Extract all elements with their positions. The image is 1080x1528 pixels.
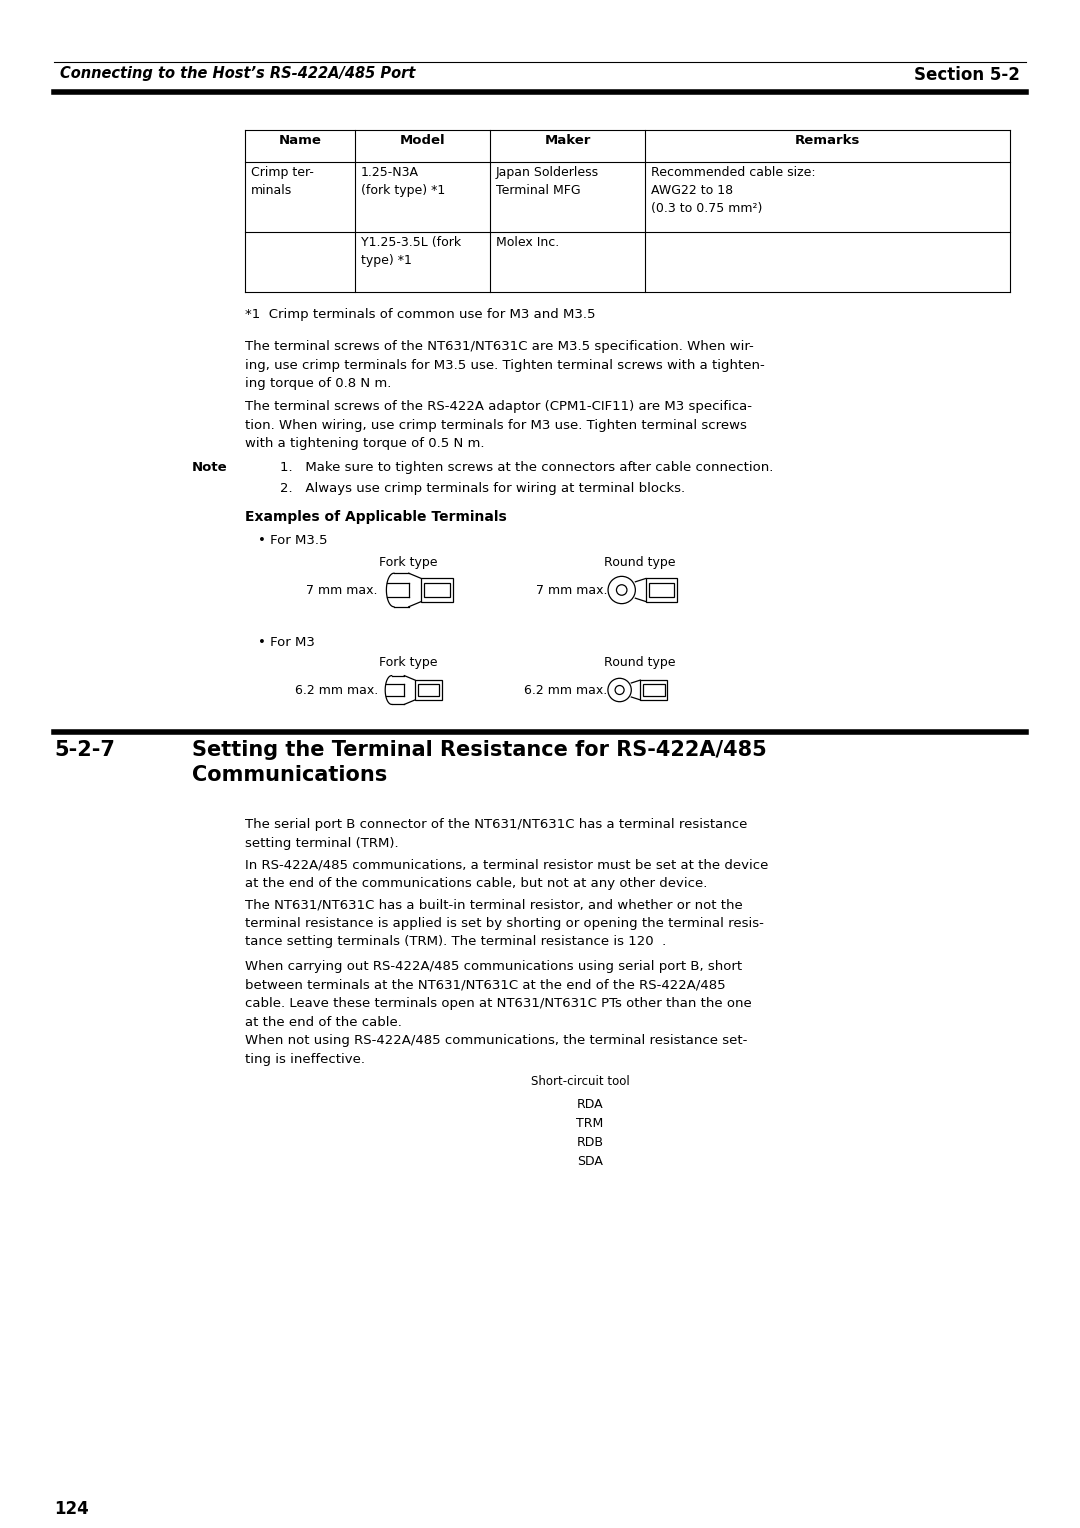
- Text: Connecting to the Host’s RS-422A/485 Port: Connecting to the Host’s RS-422A/485 Por…: [60, 66, 416, 81]
- Bar: [649, 582, 674, 597]
- Text: 1.   Make sure to tighten screws at the connectors after cable connection.: 1. Make sure to tighten screws at the co…: [280, 461, 773, 474]
- Text: Round type: Round type: [604, 556, 676, 568]
- Text: TRM: TRM: [577, 1117, 604, 1131]
- Text: Section 5-2: Section 5-2: [914, 66, 1020, 84]
- Text: Recommended cable size:
AWG22 to 18
(0.3 to 0.75 mm²): Recommended cable size: AWG22 to 18 (0.3…: [651, 167, 815, 215]
- Bar: [646, 579, 677, 602]
- Text: Crimp ter-
minals: Crimp ter- minals: [251, 167, 314, 197]
- Text: Japan Solderless
Terminal MFG: Japan Solderless Terminal MFG: [496, 167, 599, 197]
- Text: Model: Model: [400, 134, 445, 147]
- Text: Fork type: Fork type: [379, 656, 437, 669]
- Text: RDA: RDA: [577, 1099, 604, 1111]
- Text: Round type: Round type: [604, 656, 676, 669]
- Bar: [643, 683, 664, 697]
- Text: 5-2-7: 5-2-7: [54, 740, 114, 759]
- Text: When not using RS-422A/485 communications, the terminal resistance set-
ting is : When not using RS-422A/485 communication…: [245, 1034, 747, 1065]
- Text: Setting the Terminal Resistance for RS-422A/485
Communications: Setting the Terminal Resistance for RS-4…: [192, 740, 767, 785]
- Text: Name: Name: [279, 134, 322, 147]
- Text: Remarks: Remarks: [795, 134, 860, 147]
- Text: 124: 124: [54, 1500, 89, 1517]
- Text: 6.2 mm max.: 6.2 mm max.: [295, 683, 378, 697]
- Text: Maker: Maker: [544, 134, 591, 147]
- Text: Short-circuit tool: Short-circuit tool: [530, 1076, 630, 1088]
- Text: RDB: RDB: [577, 1135, 604, 1149]
- Text: 1.25-N3A
(fork type) *1: 1.25-N3A (fork type) *1: [361, 167, 445, 197]
- Text: When carrying out RS-422A/485 communications using serial port B, short
between : When carrying out RS-422A/485 communicat…: [245, 960, 752, 1028]
- Text: 7 mm max.: 7 mm max.: [536, 584, 607, 596]
- Text: 7 mm max.: 7 mm max.: [307, 584, 378, 596]
- Text: The serial port B connector of the NT631/NT631C has a terminal resistance
settin: The serial port B connector of the NT631…: [245, 817, 747, 850]
- Bar: [421, 579, 453, 602]
- Text: In RS-422A/485 communications, a terminal resistor must be set at the device
at : In RS-422A/485 communications, a termina…: [245, 859, 768, 889]
- Text: Note: Note: [192, 461, 228, 474]
- Text: The terminal screws of the RS-422A adaptor (CPM1-CIF11) are M3 specifica-
tion. : The terminal screws of the RS-422A adapt…: [245, 400, 752, 451]
- Text: Fork type: Fork type: [379, 556, 437, 568]
- Text: Molex Inc.: Molex Inc.: [496, 235, 559, 249]
- Text: SDA: SDA: [577, 1155, 603, 1167]
- Bar: [424, 582, 449, 597]
- Text: *1  Crimp terminals of common use for M3 and M3.5: *1 Crimp terminals of common use for M3 …: [245, 309, 595, 321]
- Text: The terminal screws of the NT631/NT631C are M3.5 specification. When wir-
ing, u: The terminal screws of the NT631/NT631C …: [245, 341, 765, 390]
- Text: The NT631/NT631C has a built-in terminal resistor, and whether or not the
termin: The NT631/NT631C has a built-in terminal…: [245, 898, 764, 947]
- Bar: [640, 680, 667, 700]
- Text: 6.2 mm max.: 6.2 mm max.: [524, 683, 607, 697]
- Text: Y1.25-3.5L (fork
type) *1: Y1.25-3.5L (fork type) *1: [361, 235, 461, 267]
- Text: • For M3: • For M3: [258, 636, 315, 649]
- Text: Examples of Applicable Terminals: Examples of Applicable Terminals: [245, 510, 507, 524]
- Bar: [415, 680, 442, 700]
- Text: • For M3.5: • For M3.5: [258, 533, 327, 547]
- Bar: [418, 683, 440, 697]
- Text: 2.   Always use crimp terminals for wiring at terminal blocks.: 2. Always use crimp terminals for wiring…: [280, 481, 685, 495]
